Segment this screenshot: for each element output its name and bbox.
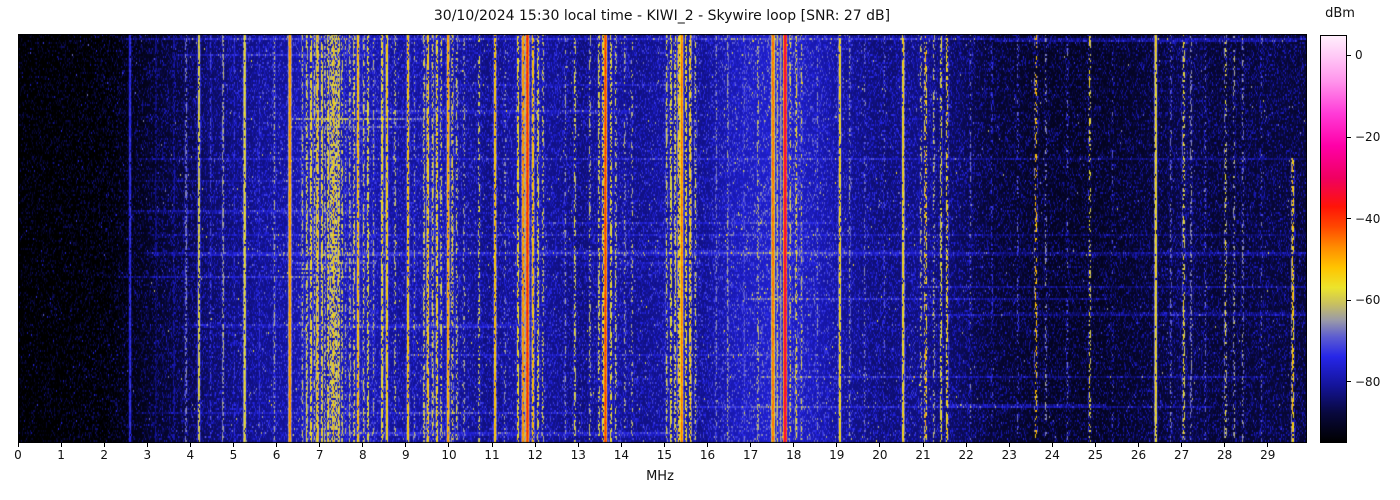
x-tick-mark [1094,443,1096,447]
x-tick-label: 23 [1001,448,1017,462]
colorbar-tick-mark [1347,54,1351,56]
x-tick-label: 13 [570,448,586,462]
colorbar-tick-mark [1347,218,1351,220]
x-tick-mark [707,443,709,447]
x-tick-mark [276,443,278,447]
x-tick-label: 29 [1260,448,1276,462]
x-tick-mark [965,443,967,447]
x-tick-label: 25 [1087,448,1104,462]
spectrogram-canvas [18,34,1307,443]
x-tick-mark [1137,443,1139,447]
colorbar-label: dBm [1325,6,1355,21]
x-tick-mark [1008,443,1010,447]
x-tick-mark [577,443,579,447]
x-tick-label: 8 [358,448,367,462]
x-tick-mark [103,443,105,447]
x-tick-mark [189,443,191,447]
x-tick-label: 28 [1217,448,1233,462]
x-tick-mark [534,443,536,447]
x-tick-label: 7 [315,448,324,462]
x-tick-mark [405,443,407,447]
colorbar-tick-label: −80 [1355,374,1381,389]
x-tick-mark [17,443,19,447]
x-tick-label: 4 [186,448,195,462]
x-tick-label: 3 [143,448,152,462]
x-tick-label: 15 [656,448,673,462]
colorbar [1320,35,1347,443]
x-tick-mark [146,443,148,447]
chart-title: 30/10/2024 15:30 local time - KIWI_2 - S… [433,8,891,24]
x-tick-mark [448,443,450,447]
x-tick-label: 27 [1173,448,1190,462]
x-tick-label: 9 [402,448,410,462]
x-tick-label: 1 [57,448,65,462]
x-tick-label: 20 [872,448,888,462]
x-tick-label: 10 [441,448,457,462]
x-tick-mark [232,443,234,447]
x-tick-mark [836,443,838,447]
x-tick-mark [793,443,795,447]
x-tick-label: 17 [742,448,759,462]
x-tick-label: 22 [958,448,974,462]
x-tick-mark [362,443,364,447]
colorbar-tick-label: −60 [1355,293,1381,308]
x-tick-mark [750,443,752,447]
x-tick-label: 14 [613,448,629,462]
x-tick-label: 11 [484,448,500,462]
colorbar-tick-mark [1347,381,1351,383]
x-tick-label: 16 [699,448,716,462]
x-tick-label: 18 [786,448,802,462]
colorbar-tick-mark [1347,299,1351,301]
x-tick-label: 5 [229,448,238,462]
colorbar-tick-label: −20 [1355,130,1381,144]
x-tick-mark [620,443,622,447]
colorbar-tick-mark [1347,136,1351,138]
x-tick-label: 6 [272,448,281,462]
x-tick-label: 19 [829,448,845,462]
x-tick-label: 12 [527,448,543,462]
x-tick-mark [663,443,665,447]
x-tick-mark [1267,443,1269,447]
x-tick-mark [879,443,881,447]
x-tick-mark [1181,443,1183,447]
x-tick-mark [491,443,493,447]
x-axis-label: MHz [646,469,674,484]
x-tick-mark [922,443,924,447]
x-tick-mark [60,443,62,447]
x-tick-mark [1224,443,1226,447]
x-tick-mark [1051,443,1053,447]
colorbar-tick-label: 0 [1355,48,1363,63]
x-tick-mark [319,443,321,447]
x-tick-label: 2 [100,448,108,462]
x-tick-label: 26 [1130,448,1147,462]
x-tick-label: 24 [1044,448,1060,462]
colorbar-tick-label: −40 [1355,211,1381,226]
x-tick-label: 0 [14,448,22,462]
x-tick-label: 21 [915,448,931,462]
